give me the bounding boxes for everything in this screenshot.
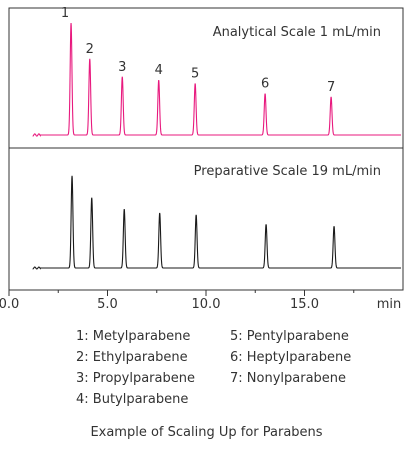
- series-title-1: Analytical Scale 1 mL/min: [213, 25, 381, 40]
- figure-caption: Example of Scaling Up for Parabens: [90, 425, 323, 440]
- peak-legend-right: 5: Pentylparabene 6: Heptylparabene 7: N…: [230, 326, 351, 389]
- peak-label-1: 1: [61, 6, 69, 21]
- chromatogram-chart: 0.0 5.0 10.0 15.0 min Analytical Scale 1 mL/m…: [0, 6, 404, 312]
- legend-item-6: 6: Heptylparabene: [230, 350, 352, 365]
- x-tick-label: 10.0: [192, 297, 221, 312]
- peak-label-5: 5: [191, 66, 199, 81]
- legend-item-7: 7: Nonylparabene: [230, 371, 347, 386]
- peak-label-3: 3: [118, 60, 126, 75]
- peak-label-2: 2: [86, 42, 94, 57]
- legend-item-2: 2: Ethylparabene: [76, 350, 188, 365]
- legend-item-1: 1: Metylparabene: [76, 329, 191, 344]
- x-axis-label: min: [377, 297, 402, 312]
- peak-label-7: 7: [327, 80, 335, 95]
- series-title-2: Preparative Scale 19 mL/min: [194, 164, 381, 179]
- x-tick-label: 0.0: [0, 297, 19, 312]
- peak-label-4: 4: [155, 63, 163, 78]
- plot-frame: [8, 7, 404, 291]
- peak-label-6: 6: [261, 77, 269, 92]
- series-trace-2: [32, 175, 402, 270]
- legend-item-4: 4: Butylparabene: [76, 392, 189, 407]
- legend-item-3: 3: Propylparabene: [76, 371, 195, 386]
- x-tick-label: 15.0: [290, 297, 319, 312]
- series-trace-1: [32, 22, 402, 137]
- peak-legend-left: 1: Metylparabene 2: Ethylparabene 3: Pro…: [76, 326, 195, 410]
- x-tick-label: 5.0: [97, 297, 118, 312]
- legend-item-5: 5: Pentylparabene: [230, 329, 349, 344]
